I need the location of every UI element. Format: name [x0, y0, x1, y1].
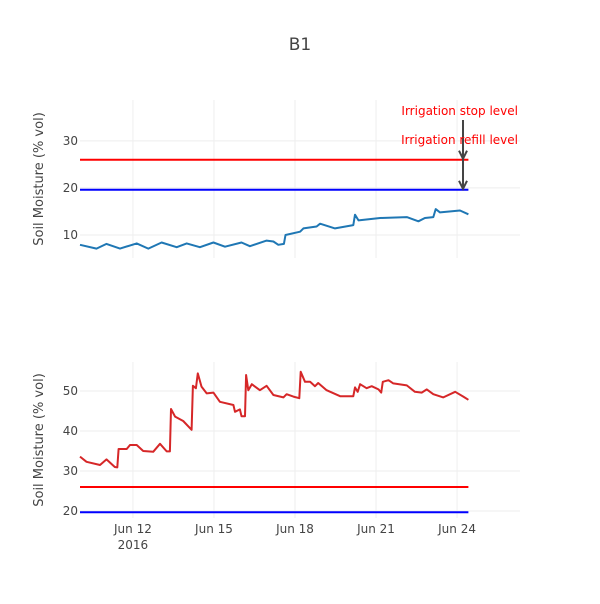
top-y-axis-title: Soil Moisture (% vol) [32, 112, 47, 246]
annotation-label: Irrigation refill level [401, 133, 518, 147]
series-line-b1-deep [79, 370, 469, 469]
bottom-y-axis-title: Soil Moisture (% vol) [32, 373, 47, 507]
x-tick-label: Jun 24 [437, 522, 476, 536]
x-tick-label: Jun 15 [194, 522, 233, 536]
y-tick-label: 30 [63, 464, 78, 478]
y-tick-label: 20 [63, 181, 78, 195]
y-tick-label: 20 [63, 504, 78, 518]
top-panel: 10 20 30 Irrigation stop level Irrigation re… [63, 100, 520, 258]
series-line-b1-shallow [79, 208, 469, 250]
arrowhead-icon [458, 180, 468, 192]
x-tick-label: Jun 18 [275, 522, 314, 536]
bottom-panel: 20 30 40 50 Jun 12 2016 Jun 15 Jun 18 Jun 21 Jun … [63, 362, 520, 552]
y-tick-label: 30 [63, 134, 78, 148]
annotation-label: Irrigation stop level [401, 104, 518, 118]
x-tick-label: Jun 21 [356, 522, 395, 536]
y-tick-label: 50 [63, 384, 78, 398]
x-tick-sublabel: 2016 [118, 538, 149, 552]
chart-title: B1 [289, 35, 311, 55]
y-tick-label: 10 [63, 228, 78, 242]
y-tick-label: 40 [63, 424, 78, 438]
x-tick-label: Jun 12 [113, 522, 152, 536]
